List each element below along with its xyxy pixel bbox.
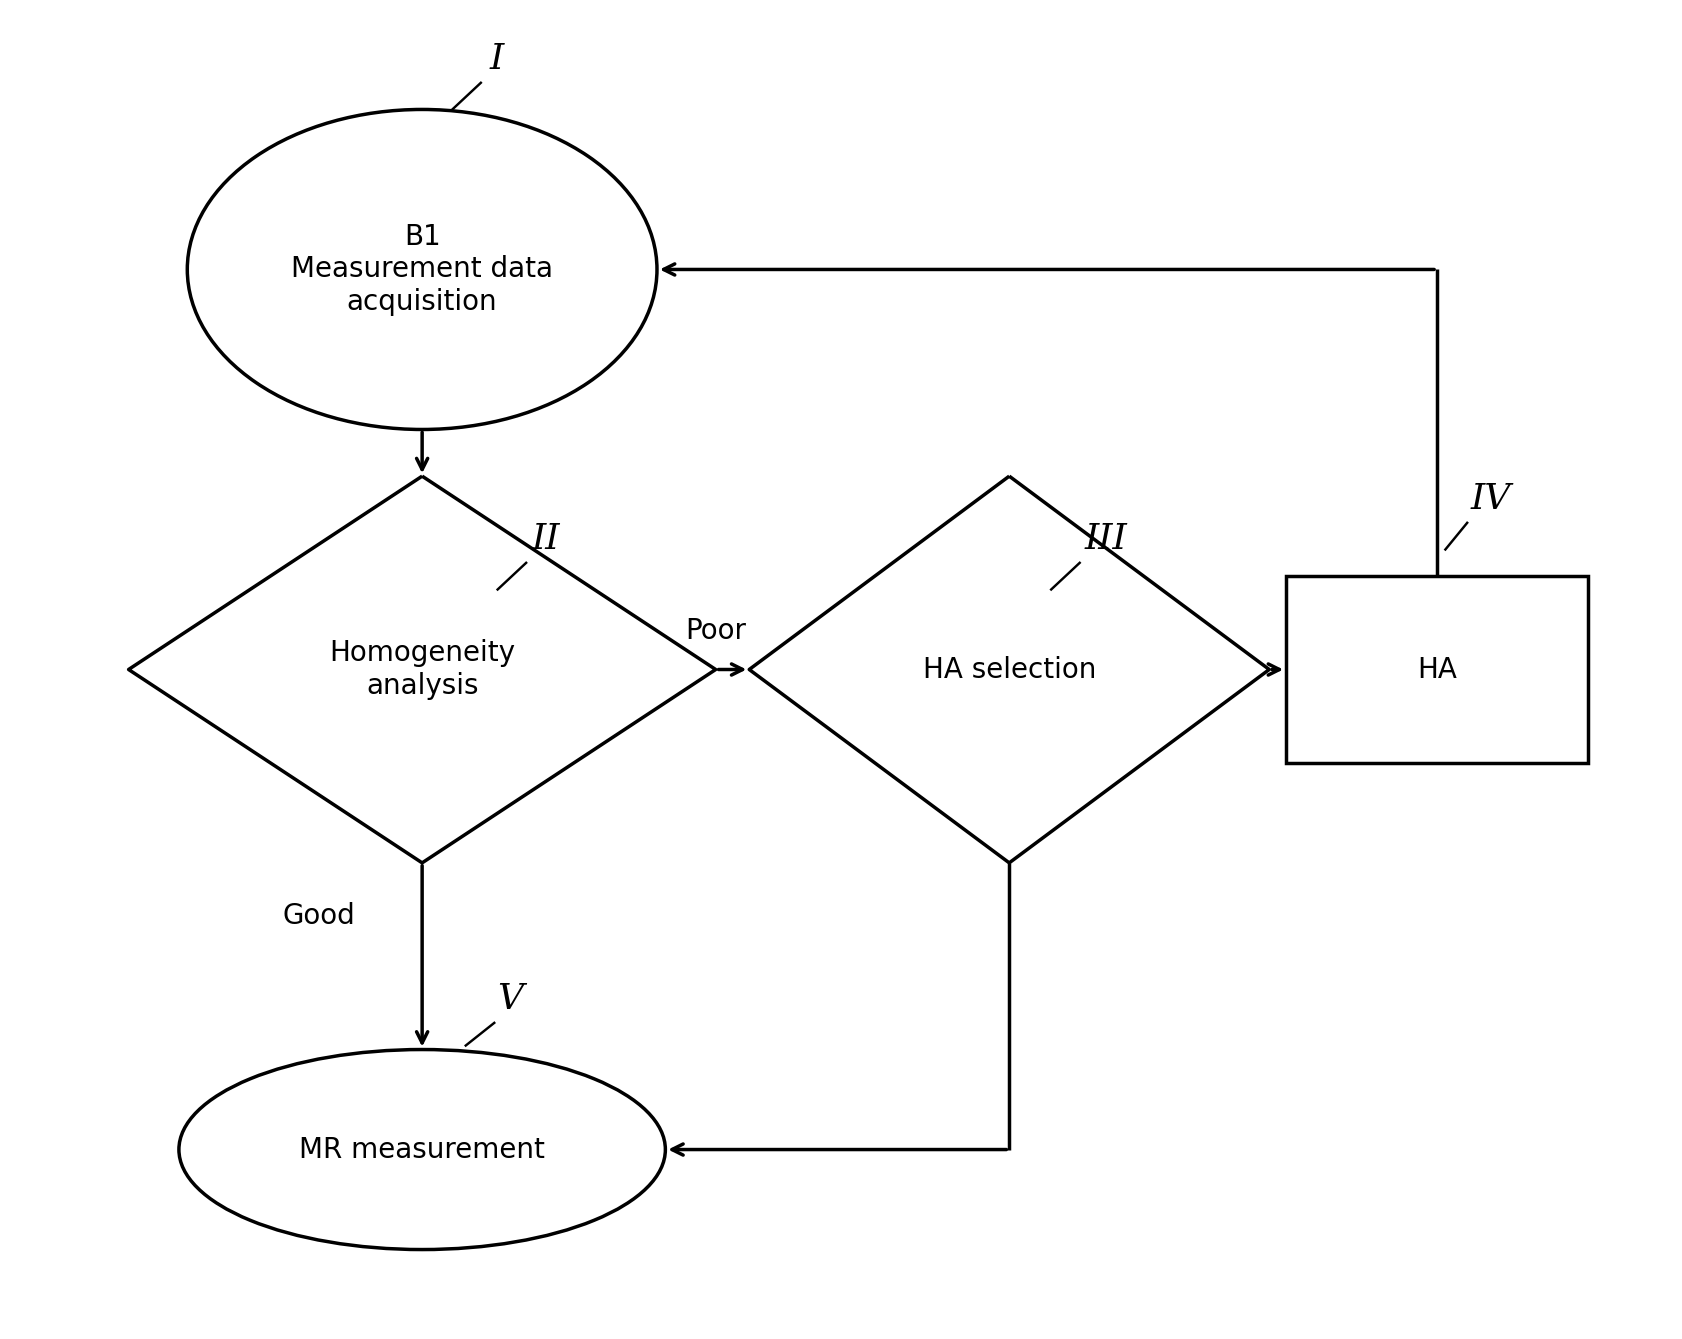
- Text: II: II: [532, 522, 560, 556]
- Bar: [1285, 576, 1588, 763]
- Text: IV: IV: [1470, 482, 1510, 516]
- Text: V: V: [498, 983, 523, 1016]
- Text: B1
Measurement data
acquisition: B1 Measurement data acquisition: [291, 224, 553, 316]
- Text: MR measurement: MR measurement: [299, 1135, 545, 1164]
- Text: Poor: Poor: [685, 617, 745, 645]
- Text: I: I: [489, 42, 503, 76]
- Text: Homogeneity
analysis: Homogeneity analysis: [330, 639, 515, 700]
- Text: III: III: [1085, 522, 1127, 556]
- Text: HA selection: HA selection: [922, 656, 1095, 683]
- Text: HA: HA: [1416, 656, 1457, 683]
- Text: Good: Good: [283, 902, 355, 931]
